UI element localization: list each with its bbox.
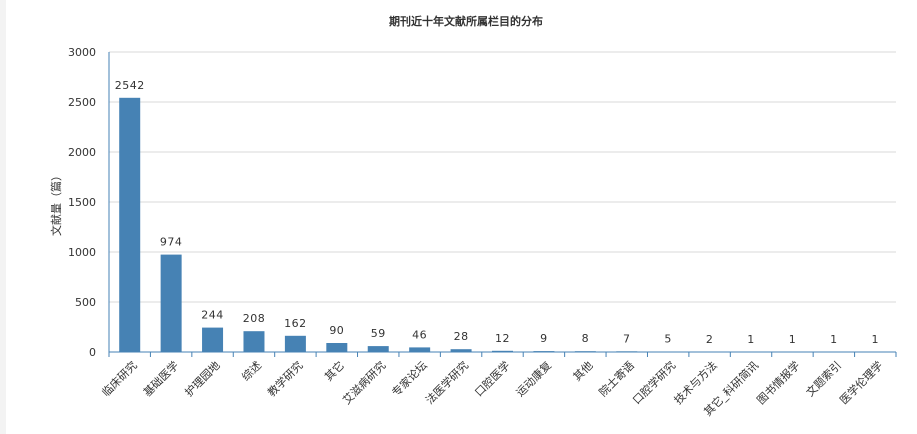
bar-4 — [284, 335, 306, 352]
data-label-9: 12 — [495, 332, 510, 345]
axes — [108, 52, 897, 357]
x-tick-label-11: 其他 — [571, 359, 596, 384]
y-tick-label-3: 1500 — [68, 196, 96, 209]
y-tick-label-1: 500 — [75, 296, 96, 309]
data-label-7: 46 — [412, 328, 427, 341]
data-label-5: 90 — [329, 324, 344, 337]
data-label-2: 244 — [201, 309, 224, 322]
chart-title: 期刊近十年文献所属栏目的分布 — [389, 14, 543, 28]
data-label-6: 59 — [371, 327, 386, 340]
data-labels: 2542 974 244 208 162 90 59 46 28 12 9 8 7 5 2 1 1 1 1 — [115, 79, 879, 346]
bars — [119, 97, 886, 352]
y-tick-label-2: 1000 — [68, 246, 96, 259]
y-tick-label-4: 2000 — [68, 146, 96, 159]
gridlines — [109, 51, 896, 303]
x-tick-label-18: 医学伦理学 — [837, 358, 886, 407]
x-tick-label-9: 口腔医学 — [472, 358, 513, 399]
data-label-11: 8 — [582, 332, 590, 345]
data-label-16: 1 — [789, 333, 797, 346]
x-tick-label-2: 护理园地 — [182, 358, 223, 399]
x-tick-label-0: 临床研究 — [99, 358, 140, 399]
x-tick-label-13: 口腔学研究 — [630, 358, 679, 407]
x-tick-label-3: 综述 — [239, 358, 264, 383]
y-tick-label-5: 2500 — [68, 96, 96, 109]
bar-5 — [326, 343, 348, 352]
data-label-8: 28 — [454, 330, 469, 343]
x-tick-label-6: 艾滋病研究 — [340, 358, 389, 407]
data-label-10: 9 — [540, 332, 548, 345]
bar-0 — [119, 97, 141, 352]
bar-8 — [450, 349, 472, 352]
data-label-18: 1 — [872, 333, 880, 346]
x-tick-label-5: 其它 — [321, 358, 346, 383]
data-label-17: 1 — [830, 333, 838, 346]
x-tick-label-8: 法医学研究 — [422, 358, 471, 407]
y-axis-ticks: 0 500 1000 1500 2000 2500 3000 — [68, 46, 96, 359]
bar-7 — [409, 347, 431, 352]
x-tick-label-16: 图书情报学 — [754, 358, 803, 407]
data-label-13: 5 — [664, 333, 672, 346]
bar-2 — [202, 327, 224, 352]
bar-1 — [160, 254, 182, 352]
x-tick-label-7: 专家论坛 — [389, 358, 430, 399]
data-label-4: 162 — [284, 317, 307, 330]
data-label-3: 208 — [243, 312, 266, 325]
y-axis-label: 文献量（篇） — [49, 170, 63, 236]
x-tick-label-12: 院士寄语 — [596, 358, 637, 399]
x-tick-label-10: 运动康复 — [513, 358, 554, 399]
x-tick-label-4: 教学研究 — [265, 358, 306, 399]
y-tick-label-0: 0 — [89, 346, 96, 359]
data-label-14: 2 — [706, 333, 714, 346]
bar-3 — [243, 331, 265, 352]
x-tick-label-17: 文题索引 — [803, 358, 844, 399]
left-edge-strip — [0, 0, 6, 434]
y-tick-label-6: 3000 — [68, 46, 96, 59]
data-label-15: 1 — [747, 333, 755, 346]
data-label-1: 974 — [160, 236, 183, 249]
x-tick-label-1: 基础医学 — [140, 358, 181, 399]
data-label-0: 2542 — [115, 79, 145, 92]
bar-9 — [492, 350, 513, 352]
bar-6 — [367, 346, 389, 352]
data-label-12: 7 — [623, 332, 631, 345]
